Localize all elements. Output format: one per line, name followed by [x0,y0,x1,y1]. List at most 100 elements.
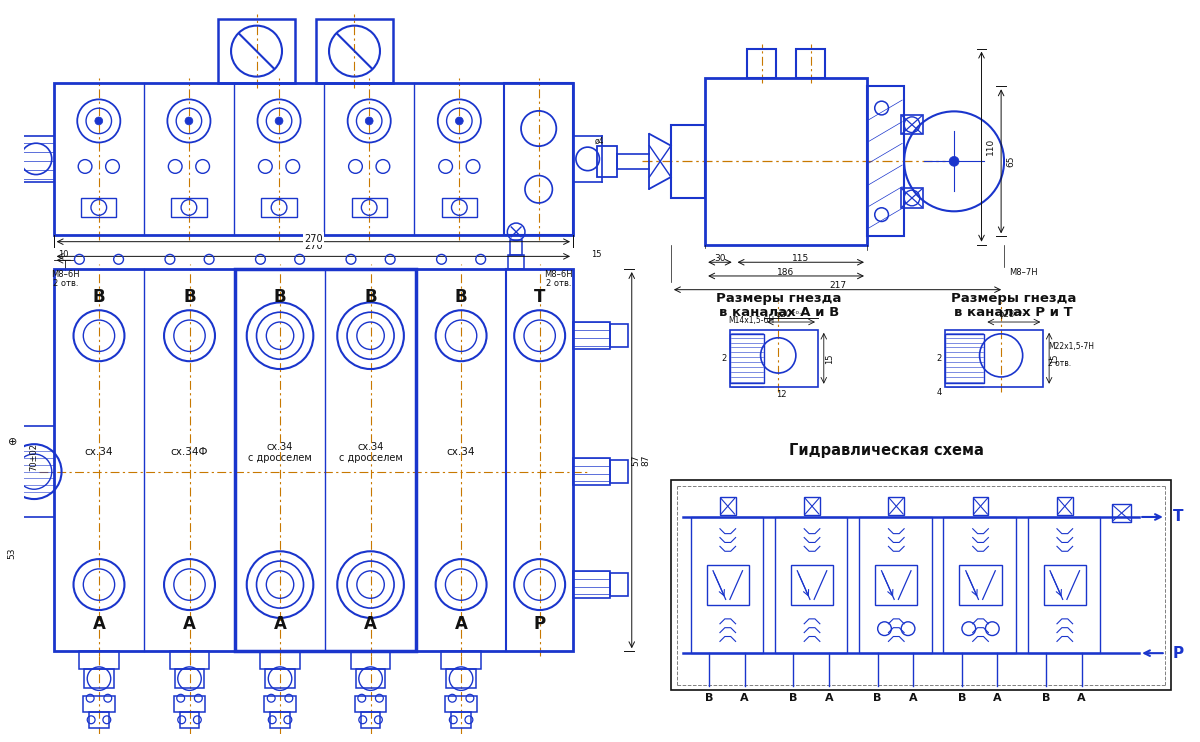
Bar [804,497,820,515]
Bar [262,197,296,217]
Text: A: A [740,693,749,703]
Bar [960,565,1002,605]
Text: B: B [1042,693,1050,703]
Text: 15: 15 [590,250,601,259]
Text: B: B [365,288,377,306]
Bar [791,565,833,605]
Bar [901,188,923,208]
Bar [1044,565,1086,605]
Bar [270,712,290,728]
Bar [170,651,209,669]
Bar [671,480,1171,690]
Text: 186: 186 [778,268,794,277]
Bar [509,255,524,269]
Bar [442,651,481,669]
Bar [260,651,300,669]
Text: B: B [958,693,966,703]
Text: сх.34
с дросселем: сх.34 с дросселем [338,441,402,463]
Bar [175,669,204,689]
Bar [572,322,611,349]
Bar [943,517,1016,653]
Bar [775,517,847,653]
Text: A: A [364,615,377,633]
Text: φ20⁺⁰·⁴: φ20⁺⁰·⁴ [776,309,806,318]
Bar [730,330,818,387]
Text: P: P [1172,646,1184,660]
Bar [707,565,749,605]
Bar [218,19,295,83]
Text: B: B [704,693,713,703]
Text: М8–6Н: М8–6Н [544,269,572,278]
Bar [946,330,1043,387]
Text: A: A [1078,693,1086,703]
Bar [572,458,611,485]
Bar [504,83,572,234]
Text: 30: 30 [714,254,726,263]
Bar [356,669,385,689]
Bar [598,145,617,177]
Text: 2: 2 [721,354,726,363]
Text: 15: 15 [826,353,834,364]
Bar [174,696,205,712]
Circle shape [95,117,103,125]
Bar [180,712,199,728]
Bar [355,696,386,712]
Bar [946,334,984,383]
Text: 15: 15 [1050,353,1060,364]
Text: B: B [274,288,287,306]
Bar [451,712,470,728]
Text: φ28⁺⁰·⁴: φ28⁺⁰·⁴ [998,309,1028,318]
Bar [352,197,386,217]
Bar [84,669,114,689]
Bar [83,696,115,712]
Text: 57: 57 [631,454,640,466]
Bar [1027,517,1100,653]
Text: A: A [455,615,468,633]
Bar [54,83,572,234]
Bar [866,86,904,236]
Text: B: B [92,288,106,306]
Text: в каналах А и В: в каналах А и В [719,306,839,319]
Bar [1112,505,1132,522]
Text: B: B [874,693,882,703]
Bar [875,565,917,605]
Bar [89,712,109,728]
Text: ø4: ø4 [595,137,604,145]
Text: 110: 110 [986,138,996,155]
Bar [690,517,763,653]
Bar [730,334,764,383]
Bar [611,573,628,597]
Bar [611,460,628,483]
Text: сх.34Ф: сх.34Ф [170,447,209,457]
Text: ⊕: ⊕ [8,437,17,447]
Text: сх.34
с дросселем: сх.34 с дросселем [248,441,312,463]
Bar [888,497,904,515]
Bar [611,324,628,347]
Text: 2 отв.: 2 отв. [546,279,571,289]
Text: 4: 4 [937,388,942,397]
Text: T: T [1174,510,1183,525]
Bar [82,197,116,217]
Text: 2 отв.: 2 отв. [1048,359,1072,369]
Text: 70±02: 70±02 [30,443,38,471]
Bar [445,696,476,712]
Text: A: A [824,693,833,703]
Bar [235,269,416,651]
Text: 12: 12 [775,390,786,399]
Text: T: T [534,288,545,306]
Text: 87: 87 [641,454,650,466]
Text: Размеры гнезда: Размеры гнезда [716,292,841,305]
Text: 65: 65 [1006,156,1015,167]
Bar [265,669,295,689]
Text: М8–7Н: М8–7Н [1009,268,1038,277]
Bar [510,240,522,255]
Bar [746,49,776,78]
Bar [671,125,706,198]
Text: сх.34: сх.34 [85,447,113,457]
Bar [973,497,989,515]
Bar [79,651,119,669]
Text: 53: 53 [7,548,16,559]
Text: в каналах Р и Т: в каналах Р и Т [954,306,1073,319]
Bar [706,78,866,245]
Text: A: A [184,615,196,633]
